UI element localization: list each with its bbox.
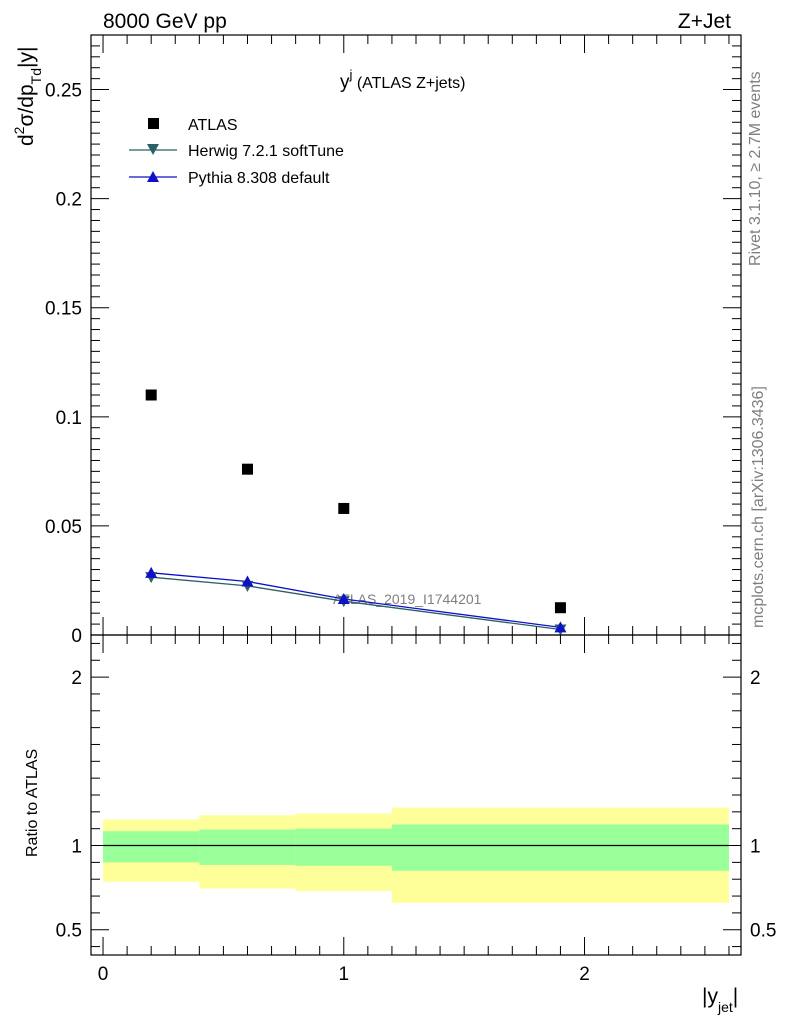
main-ytick-label: 0.1	[56, 408, 82, 429]
ratio-ytick-label: 2	[71, 668, 82, 689]
ratio-ticks	[91, 635, 741, 955]
main-ytick-label: 0	[71, 626, 82, 647]
mcplots-label: mcplots.cern.ch [arXiv:1306.3436]	[750, 386, 767, 628]
series-line-pythia	[151, 572, 561, 629]
ratio-ytick-label: 0.5	[56, 921, 82, 942]
legend-marker-atlas	[148, 118, 159, 129]
main-ticks	[91, 34, 741, 636]
legend: ATLAS Herwig 7.2.1 softTune Pythia 8.308…	[129, 117, 344, 187]
header-right: Z+Jet	[678, 10, 731, 33]
ratio-ylabel: Ratio to ATLAS	[24, 749, 41, 857]
atlas-point	[554, 602, 566, 614]
ratio-bands	[103, 807, 729, 903]
main-ytick-label: 0.2	[56, 190, 82, 211]
main-ytick-labels: 0 0.05 0.1 0.15 0.2 0.25	[45, 81, 82, 647]
plot-title: yj (ATLAS Z+jets)	[340, 67, 465, 93]
legend-label-atlas: ATLAS	[188, 117, 238, 134]
ratio-inner-band	[295, 828, 392, 866]
ratio-xtick-label: 0	[98, 964, 109, 985]
ratio-inner-band	[391, 824, 729, 871]
ratio-inner-band	[199, 829, 296, 865]
ratio-tick-labels: 0.5 0.5 1 1 2 2 0 1 2	[56, 668, 777, 985]
series-line-herwig	[151, 576, 561, 631]
main-ytick-label: 0.15	[45, 299, 82, 320]
header-left: 8000 GeV pp	[103, 10, 227, 33]
ratio-xtick-label: 1	[338, 964, 349, 985]
legend-label-pythia: Pythia 8.308 default	[188, 170, 330, 187]
pythia-point	[337, 593, 350, 604]
atlas-point	[338, 502, 350, 514]
atlas-point	[241, 463, 253, 475]
ratio-xtick-label: 2	[579, 964, 590, 985]
legend-marker-pythia	[147, 171, 159, 182]
ratio-frame	[90, 634, 742, 956]
ratio-ytick-label: 1	[71, 837, 82, 858]
pythia-point	[145, 566, 158, 578]
pythia-point	[554, 621, 567, 633]
main-ytick-label: 0.05	[45, 517, 82, 538]
legend-label-herwig: Herwig 7.2.1 softTune	[188, 143, 344, 160]
main-ytick-label: 0.25	[45, 81, 82, 102]
ratio-ytick-label-right: 1	[750, 837, 761, 858]
main-series	[145, 389, 567, 636]
pythia-point	[241, 575, 254, 587]
ratio-ytick-label-right: 0.5	[750, 921, 776, 942]
legend-marker-herwig	[147, 144, 159, 155]
ratio-inner-band	[103, 831, 200, 863]
ratio-xlabel: |yjet|	[702, 985, 738, 1015]
ratio-ytick-label-right: 2	[750, 668, 761, 689]
rivet-label: Rivet 3.1.10, ≥ 2.7M events	[747, 71, 764, 266]
analysis-watermark: ATLAS_2019_I1744201	[333, 591, 482, 607]
main-panel: 0 0.05 0.1 0.15 0.2 0.25 yj (ATLAS Z+jets) d2…	[11, 34, 742, 647]
main-ylabel: d2σ/dpTd|y|	[11, 47, 44, 146]
atlas-point	[145, 389, 157, 401]
ratio-panel: 0.5 0.5 1 1 2 2 0 1 2 Ratio to ATLAS |yjet|	[24, 634, 777, 1015]
